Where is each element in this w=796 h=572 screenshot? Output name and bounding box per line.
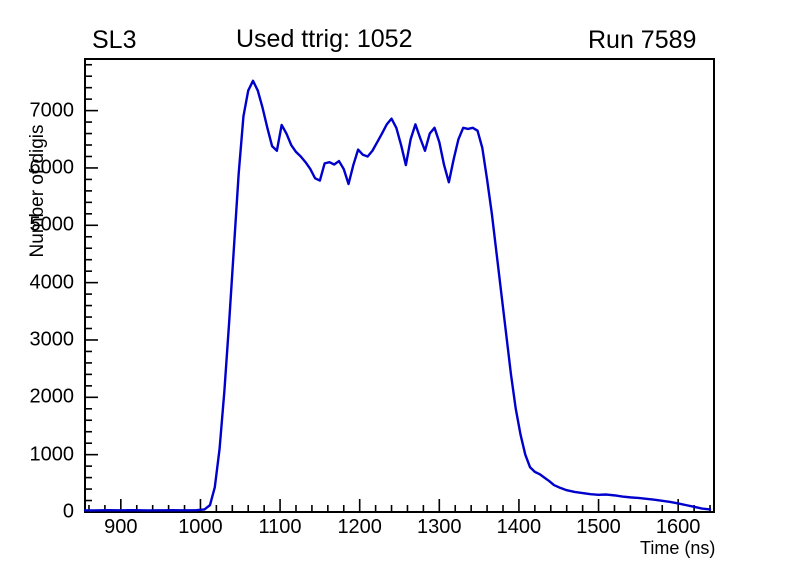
x-tick-label: 1300: [417, 516, 462, 538]
y-tick-label: 5000: [29, 213, 75, 236]
plot-frame: [84, 58, 715, 513]
x-tick-label: 1400: [496, 516, 542, 538]
y-tick-label: 4000: [29, 271, 75, 294]
y-tick-label: 2000: [29, 385, 75, 408]
x-tick-label: 1000: [178, 516, 223, 538]
title-superlayer: SL3: [92, 26, 137, 54]
x-tick-label: 1200: [337, 516, 382, 538]
y-tick-label: 7000: [29, 99, 75, 122]
x-axis-label: Time (ns): [640, 538, 716, 558]
x-tick-label: 1500: [576, 516, 621, 538]
histogram-line: [83, 79, 712, 512]
y-tick-label: 6000: [29, 156, 75, 179]
title-run: Run 7589: [588, 26, 697, 54]
y-tick-label: 0: [62, 500, 74, 523]
x-tick-label: 1100: [258, 516, 302, 538]
x-tick-label: 1600: [655, 516, 701, 538]
title-ttrig: Used ttrig: 1052: [236, 25, 413, 53]
x-tick-label: 900: [104, 516, 138, 538]
y-tick-label: 1000: [29, 443, 75, 466]
y-tick-label: 3000: [29, 328, 75, 351]
